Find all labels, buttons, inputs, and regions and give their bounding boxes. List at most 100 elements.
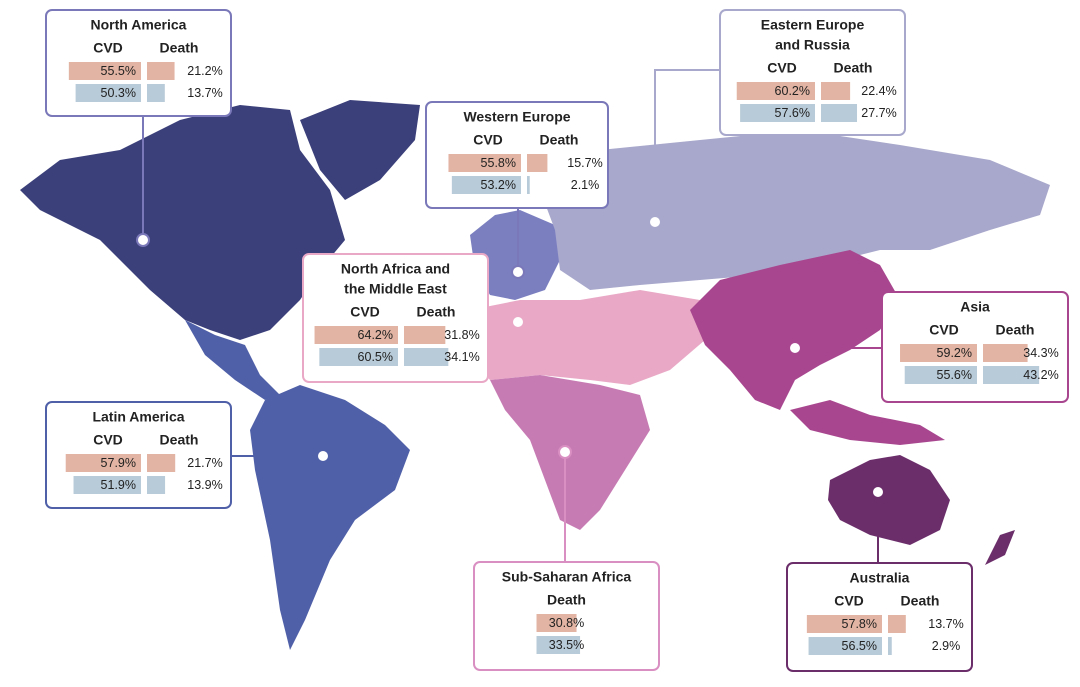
cvd-bar — [75, 84, 141, 102]
column-header: CVD — [350, 304, 380, 320]
death-bar — [527, 154, 548, 172]
cvd-bar — [448, 154, 521, 172]
death-bar — [536, 636, 581, 654]
region-name: and Russia — [775, 37, 850, 53]
central-america — [185, 320, 280, 400]
location-dot — [316, 449, 330, 463]
new-zealand — [985, 530, 1015, 565]
cvd-value: 55.6% — [937, 368, 972, 382]
location-dot — [136, 233, 150, 247]
death-bar — [983, 366, 1040, 384]
column-header: CVD — [93, 40, 123, 56]
cvd-value: 53.2% — [481, 178, 516, 192]
column-header: Death — [901, 593, 940, 609]
region-name: Sub-Saharan Africa — [502, 569, 632, 585]
cvd-bar — [65, 454, 141, 472]
death-value: 13.7% — [187, 86, 222, 100]
cvd-value: 55.8% — [481, 156, 516, 170]
connector-line — [654, 69, 720, 222]
death-bar — [888, 615, 906, 633]
death-value: 30.8% — [549, 616, 584, 630]
location-dot — [511, 315, 525, 329]
cvd-bar — [808, 637, 882, 655]
southeast-asia-islands — [790, 400, 945, 445]
column-header: Death — [417, 304, 456, 320]
location-dot — [871, 485, 885, 499]
death-value: 2.1% — [571, 178, 600, 192]
cvd-value: 57.8% — [842, 617, 877, 631]
cvd-value: 56.5% — [842, 639, 877, 653]
cvd-value: 64.2% — [358, 328, 393, 342]
cvd-bar — [806, 615, 882, 633]
cvd-value: 59.2% — [937, 346, 972, 360]
column-header: CVD — [767, 60, 797, 76]
column-header: Death — [547, 592, 586, 608]
death-value: 34.3% — [1023, 346, 1058, 360]
location-dot — [511, 265, 525, 279]
callout-box — [719, 9, 906, 136]
cvd-value: 60.5% — [358, 350, 393, 364]
death-bar — [821, 82, 851, 100]
region-name: Asia — [960, 299, 990, 315]
region-name: North America — [91, 17, 187, 33]
column-header: CVD — [93, 432, 123, 448]
asia — [690, 250, 900, 410]
region-name: Eastern Europe — [761, 17, 865, 33]
cvd-value: 57.9% — [101, 456, 136, 470]
death-bar — [147, 476, 166, 494]
column-header: Death — [160, 40, 199, 56]
death-value: 43.2% — [1023, 368, 1058, 382]
region-name: Latin America — [92, 409, 184, 425]
column-header: Death — [540, 132, 579, 148]
death-bar — [527, 176, 530, 194]
cvd-bar — [68, 62, 141, 80]
location-dot — [648, 215, 662, 229]
death-bar — [821, 104, 858, 122]
location-dot — [558, 445, 572, 459]
cvd-bar — [319, 348, 398, 366]
eastern-europe-russia — [540, 130, 1050, 290]
death-value: 21.2% — [187, 64, 222, 78]
death-value: 31.8% — [444, 328, 479, 342]
cvd-value: 51.9% — [101, 478, 136, 492]
cvd-bar — [736, 82, 815, 100]
death-value: 2.9% — [932, 639, 961, 653]
column-header: CVD — [929, 322, 959, 338]
death-bar — [983, 344, 1028, 362]
location-dot — [788, 341, 802, 355]
column-header: Death — [834, 60, 873, 76]
region-name: Australia — [850, 570, 910, 586]
australia — [828, 455, 950, 545]
death-bar — [536, 614, 577, 632]
death-value: 13.9% — [187, 478, 222, 492]
cvd-bar — [900, 344, 977, 362]
death-bar — [888, 637, 892, 655]
death-value: 15.7% — [567, 156, 602, 170]
column-header: CVD — [473, 132, 503, 148]
region-name: the Middle East — [344, 281, 447, 297]
south-america — [250, 385, 410, 650]
cvd-value: 50.3% — [101, 86, 136, 100]
death-bar — [147, 454, 176, 472]
death-bar — [147, 84, 165, 102]
cvd-bar — [73, 476, 141, 494]
cvd-bar — [314, 326, 398, 344]
death-bar — [147, 62, 175, 80]
north-america — [20, 105, 345, 340]
column-header: Death — [160, 432, 199, 448]
greenland — [300, 100, 420, 200]
death-bar — [404, 326, 446, 344]
western-europe — [470, 210, 560, 300]
death-value: 33.5% — [549, 638, 584, 652]
region-callout: Eastern Europe and Russia CVD Death 60.2% 22.… — [648, 9, 906, 229]
death-value: 27.7% — [861, 106, 896, 120]
region-name: Western Europe — [463, 109, 570, 125]
north-africa-middle-east — [465, 290, 705, 385]
cvd-value: 60.2% — [775, 84, 810, 98]
region-name: North Africa and — [341, 261, 450, 277]
death-value: 22.4% — [861, 84, 896, 98]
region-callout: North Africa and the Middle East CVD Death 6… — [302, 253, 525, 383]
cvd-value: 57.6% — [775, 106, 810, 120]
